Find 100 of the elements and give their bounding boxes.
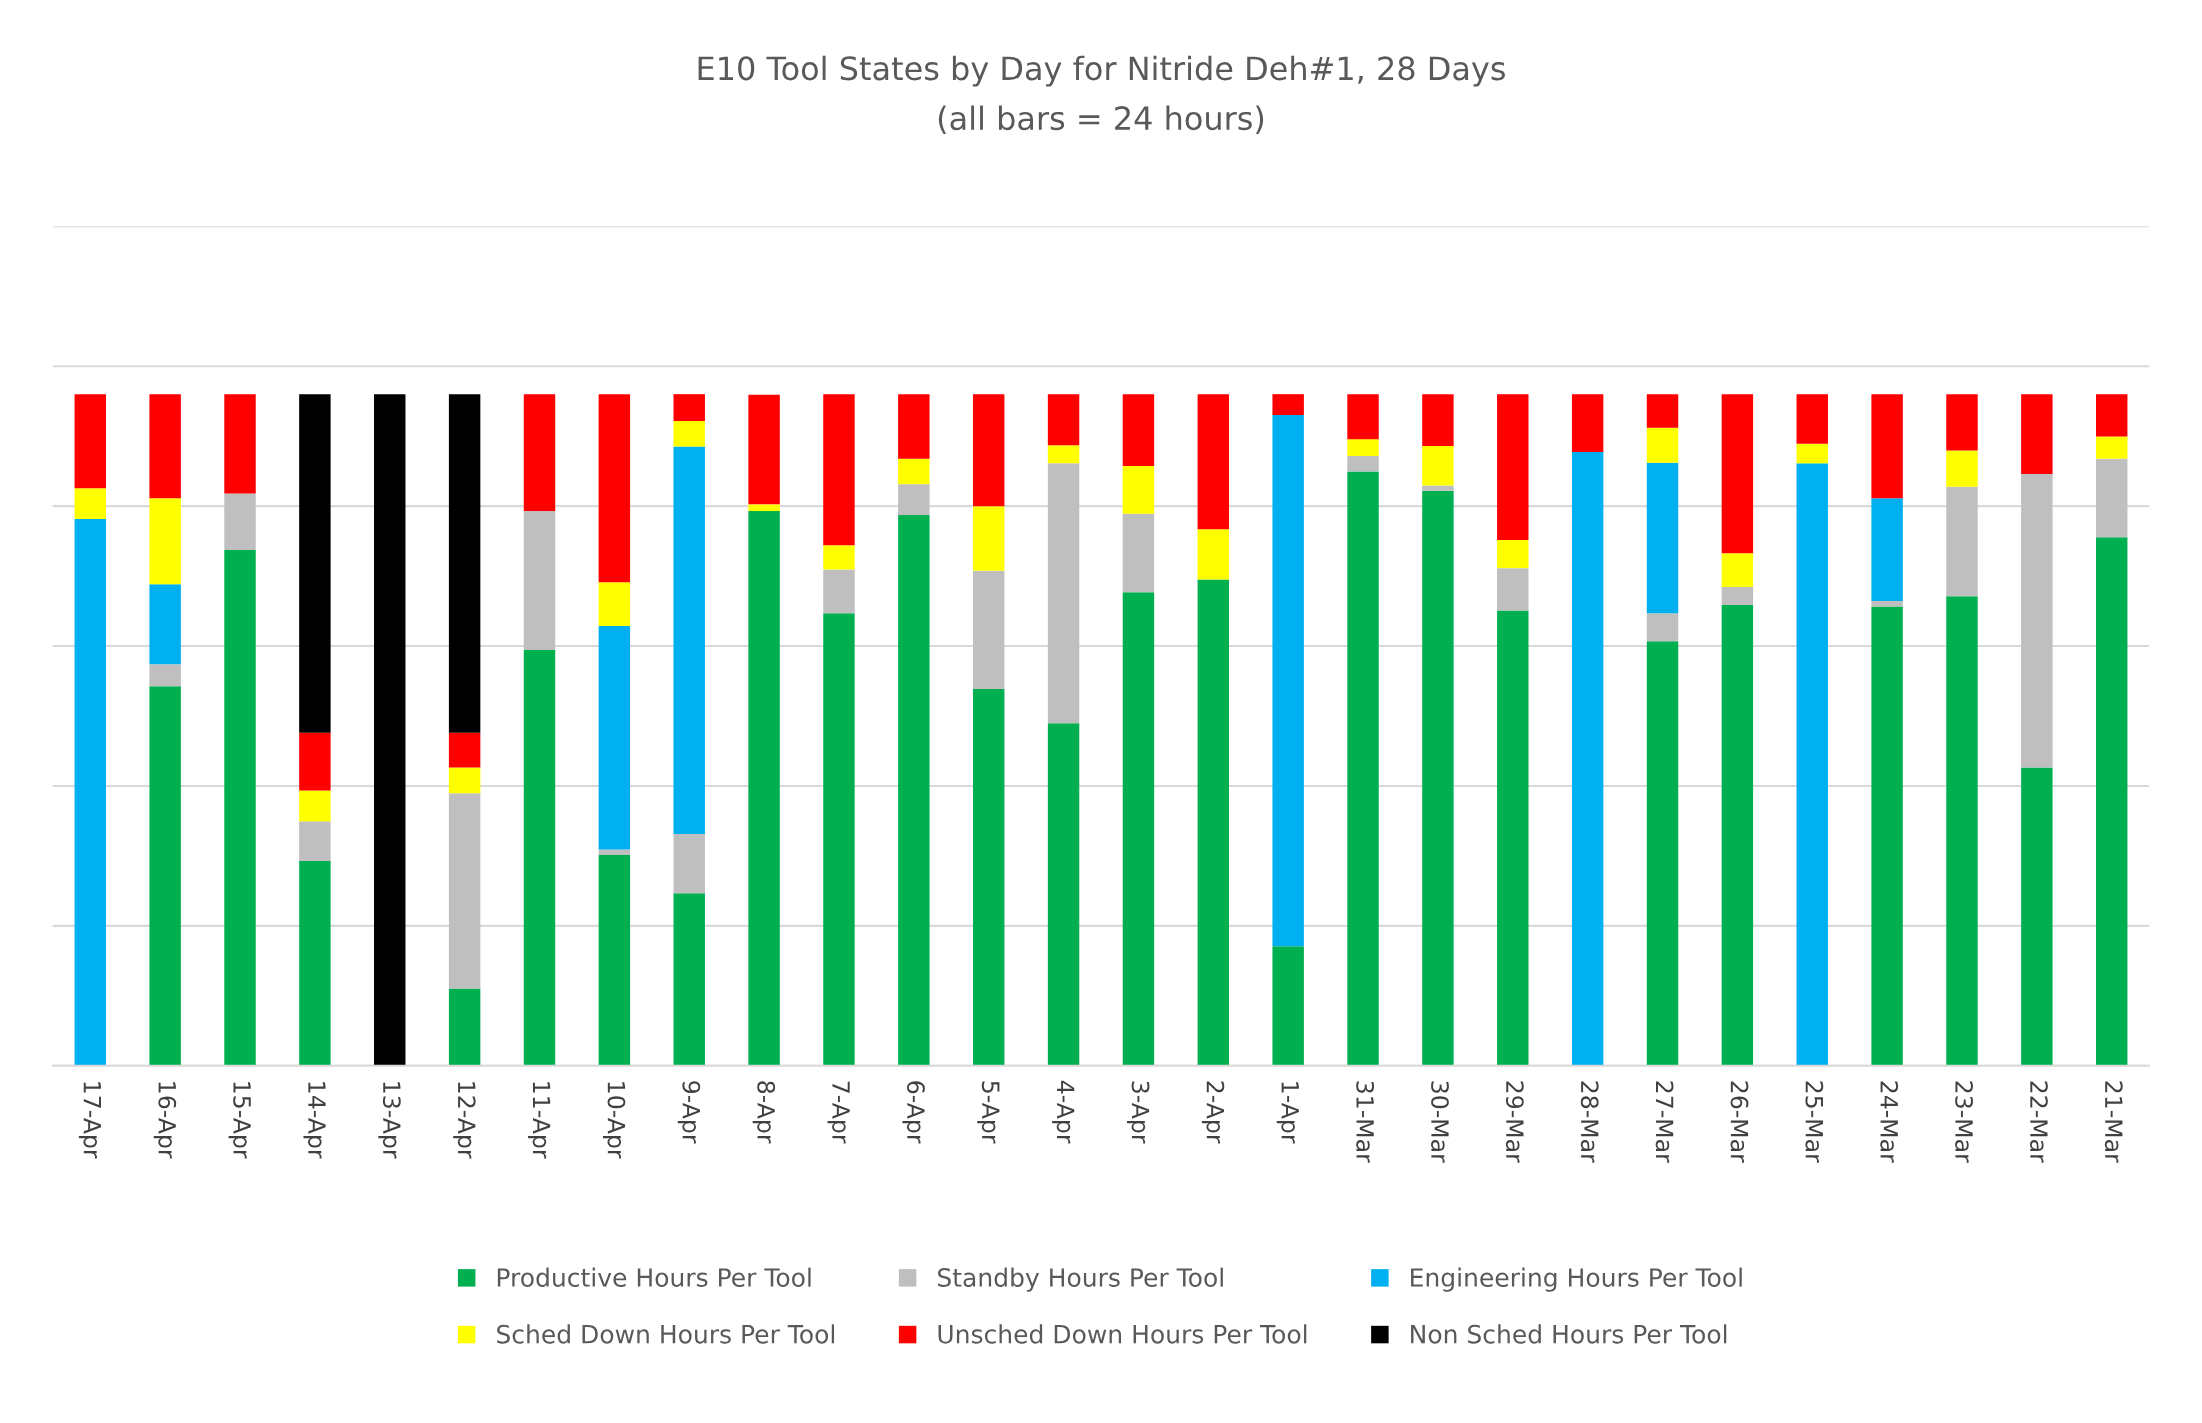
bar bbox=[1272, 414, 1304, 947]
bar bbox=[1721, 394, 1754, 554]
x-tick-label: 12-Apr bbox=[453, 1082, 476, 1159]
bar bbox=[523, 511, 556, 651]
bar bbox=[1047, 463, 1080, 724]
bar bbox=[149, 664, 181, 687]
bar bbox=[74, 394, 106, 489]
legend-label: Sched Down Hours Per Tool bbox=[497, 1324, 835, 1344]
bar bbox=[1796, 394, 1828, 444]
bar bbox=[1047, 723, 1080, 1066]
bar bbox=[1122, 592, 1155, 1066]
x-tick-label: 30-Mar bbox=[1431, 1081, 1449, 1163]
x-tick-label: 31-Mar bbox=[1356, 1081, 1375, 1163]
bar bbox=[898, 458, 930, 485]
bar bbox=[823, 545, 855, 570]
bar bbox=[673, 834, 705, 894]
bar bbox=[1422, 490, 1454, 1066]
bar bbox=[2021, 474, 2053, 768]
bar bbox=[448, 767, 481, 794]
bar bbox=[598, 849, 631, 855]
bar bbox=[748, 504, 780, 512]
legend-label: Engineering Hours Per Tool bbox=[1411, 1267, 1742, 1292]
bar bbox=[1871, 606, 1903, 1066]
x-tick-label: 24-Mar bbox=[1880, 1081, 1899, 1163]
bar bbox=[2096, 436, 2128, 459]
bar bbox=[898, 515, 930, 1066]
x-tick-label: 9-Apr bbox=[677, 1081, 701, 1144]
x-tick-label: 2-Apr bbox=[1201, 1081, 1225, 1144]
bar bbox=[673, 893, 705, 1066]
bar bbox=[673, 446, 705, 835]
x-tick-label: 29-Mar bbox=[1505, 1081, 1524, 1163]
legend-label: Standby Hours Per Tool bbox=[938, 1267, 1223, 1292]
bar bbox=[1347, 394, 1379, 440]
x-tick-label: 13-Apr bbox=[378, 1082, 401, 1159]
bar bbox=[1871, 498, 1903, 602]
legend-label: Unsched Down Hours Per Tool bbox=[938, 1324, 1307, 1344]
bar bbox=[1871, 601, 1903, 607]
bar bbox=[1497, 568, 1529, 611]
bar bbox=[299, 821, 331, 861]
bar bbox=[224, 493, 256, 550]
bar bbox=[598, 854, 631, 1066]
bar bbox=[823, 394, 855, 546]
x-tick-label: 27-Mar bbox=[1655, 1081, 1674, 1163]
bar bbox=[823, 569, 855, 614]
bar bbox=[1197, 394, 1230, 530]
bar bbox=[1197, 579, 1230, 1066]
bar bbox=[1422, 445, 1454, 486]
x-tick-label: 6-Apr bbox=[902, 1081, 925, 1144]
bar bbox=[149, 686, 181, 1066]
bar bbox=[598, 582, 631, 626]
bar bbox=[448, 732, 481, 768]
x-tick-label: 7-Apr bbox=[827, 1081, 850, 1144]
bar bbox=[1497, 394, 1529, 540]
bar bbox=[1721, 605, 1754, 1066]
bar bbox=[1646, 641, 1679, 1066]
bar bbox=[1646, 394, 1679, 428]
bar bbox=[149, 584, 181, 665]
bar bbox=[1721, 586, 1754, 606]
x-tick-label: 14-Apr bbox=[303, 1082, 326, 1159]
bar bbox=[1122, 394, 1155, 467]
bar bbox=[1571, 394, 1604, 452]
bar bbox=[2096, 394, 2128, 437]
bar bbox=[673, 421, 705, 447]
bar bbox=[972, 570, 1005, 690]
legend-label: Productive Hours Per Tool bbox=[497, 1267, 811, 1287]
bar bbox=[299, 790, 331, 822]
bar bbox=[598, 394, 631, 583]
x-tick-label: 17-Apr bbox=[78, 1082, 101, 1159]
bar bbox=[2096, 537, 2128, 1066]
bar bbox=[898, 484, 930, 516]
bar bbox=[1122, 466, 1155, 514]
x-tick-label: 10-Apr bbox=[602, 1082, 626, 1159]
bar bbox=[1347, 455, 1379, 472]
bar bbox=[523, 394, 556, 512]
x-tick-label: 15-Apr bbox=[228, 1082, 251, 1159]
x-tick-label: 22-Mar bbox=[2030, 1081, 2048, 1163]
bar bbox=[1571, 451, 1604, 1066]
bar bbox=[972, 394, 1005, 507]
bar bbox=[1347, 439, 1379, 456]
bar bbox=[972, 689, 1005, 1066]
x-tick-label: 3-Apr bbox=[1127, 1081, 1150, 1144]
bar bbox=[1946, 450, 1978, 487]
bar bbox=[1946, 486, 1978, 597]
bar bbox=[74, 488, 106, 520]
bar bbox=[1946, 596, 1978, 1066]
bar bbox=[1197, 529, 1230, 580]
bar bbox=[1796, 463, 1828, 1066]
bar bbox=[374, 394, 406, 1066]
bar bbox=[448, 394, 481, 733]
x-tick-label: 25-Mar bbox=[1805, 1081, 1824, 1163]
x-tick-label: 4-Apr bbox=[1052, 1080, 1075, 1144]
bar bbox=[299, 860, 331, 1066]
bar bbox=[1272, 946, 1304, 1066]
bar bbox=[972, 506, 1005, 571]
bar bbox=[1422, 394, 1454, 446]
bar bbox=[299, 732, 331, 791]
x-tick-label: 21-Mar bbox=[2104, 1081, 2123, 1163]
bar bbox=[2021, 767, 2053, 1066]
x-tick-label: 16-Apr bbox=[153, 1082, 177, 1159]
bar bbox=[748, 511, 780, 1066]
